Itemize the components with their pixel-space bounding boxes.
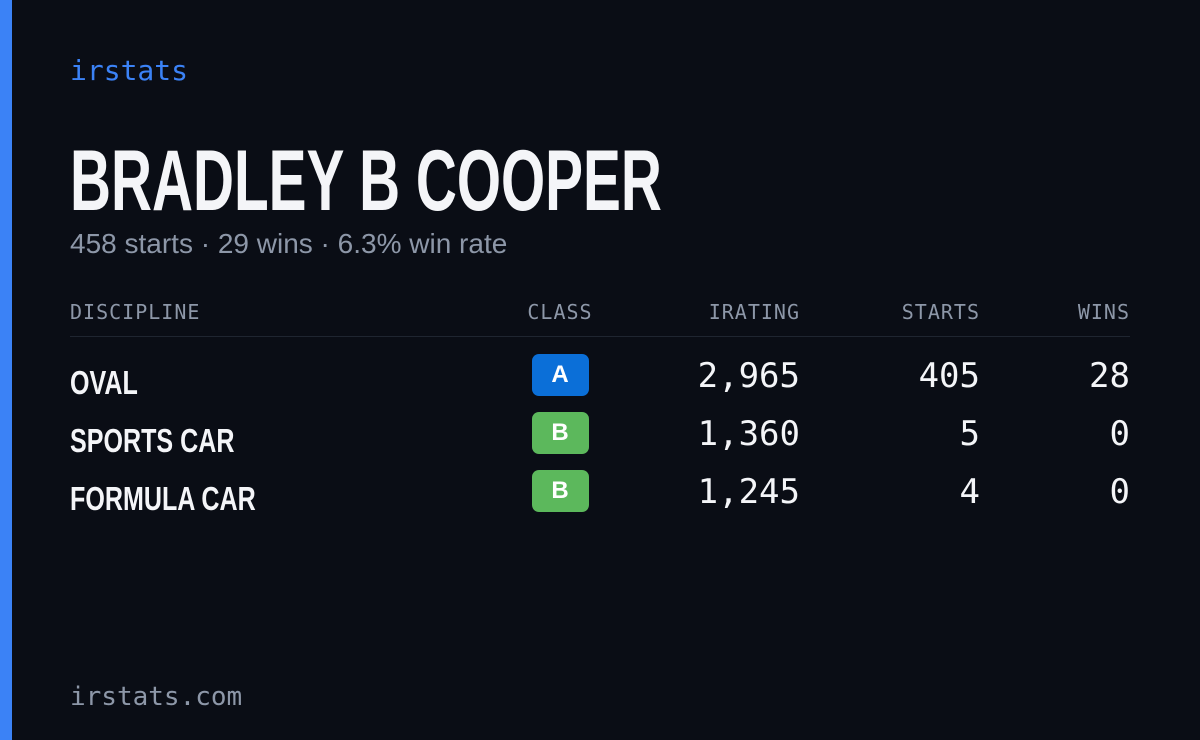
starts-value: 4	[959, 472, 980, 512]
class-badge: A	[531, 354, 589, 396]
irating-value: 1,245	[697, 472, 800, 512]
class-badge: B	[531, 470, 589, 512]
discipline: OVAL	[70, 364, 138, 401]
footer: irstats.com	[70, 682, 243, 712]
header-rule	[70, 336, 1130, 337]
brand: irstats	[70, 54, 189, 87]
driver-name: BRADLEY B COOPER	[70, 133, 662, 229]
class-badge: B	[531, 412, 589, 454]
summary: 458 starts · 29 wins · 6.3% win rate	[70, 228, 508, 259]
accent-bar	[0, 0, 12, 740]
starts-value: 5	[959, 414, 980, 454]
irating-value: 2,965	[697, 356, 800, 396]
column-header: WINS	[1077, 300, 1130, 324]
column-header: DISCIPLINE	[70, 300, 201, 324]
starts-value: 405	[918, 356, 980, 396]
discipline: SPORTS CAR	[70, 422, 235, 459]
irating-value: 1,360	[697, 414, 800, 454]
column-header: CLASS	[527, 300, 593, 324]
wins-value: 0	[1109, 472, 1130, 512]
wins-value: 28	[1089, 356, 1130, 396]
wins-value: 0	[1109, 414, 1130, 454]
column-header: IRATING	[708, 300, 800, 324]
column-header: STARTS	[901, 300, 980, 324]
discipline: FORMULA CAR	[70, 480, 256, 517]
